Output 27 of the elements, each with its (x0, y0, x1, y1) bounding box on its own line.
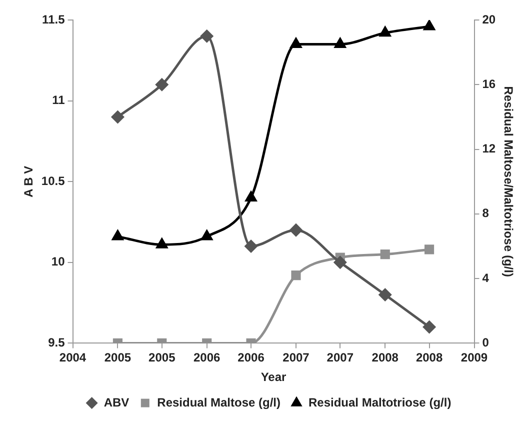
legend-label: ABV (104, 395, 130, 410)
y2-tick-label: 4 (482, 270, 490, 285)
y2-tick-label: 12 (482, 142, 496, 156)
y2-tick-label: 8 (482, 206, 490, 220)
y-tick-label: 10 (51, 254, 66, 269)
x-tick-label: 2004 (59, 350, 86, 365)
x-tick-label: 2009 (460, 350, 488, 365)
y-tick-label: 10.5 (41, 174, 66, 188)
x-tick-label: 2005 (104, 350, 132, 365)
x-tick-label: 2008 (372, 350, 399, 365)
x-axis-title: Year (260, 370, 287, 384)
x-tick-label: 2006 (238, 350, 265, 365)
x-tick-label: 2008 (416, 350, 443, 365)
x-tick-label: 2005 (148, 350, 176, 365)
y-tick-label: 11 (52, 93, 66, 108)
y2-tick-label: 0 (482, 336, 490, 350)
y-tick-label: 11.5 (42, 12, 66, 26)
x-tick-label: 2007 (326, 350, 354, 365)
y-axis-title: A B V (22, 166, 36, 198)
y2-tick-label: 16 (482, 76, 496, 91)
x-tick-label: 2007 (282, 350, 310, 365)
y2-axis-title: Residual Maltose/Maltotriose (g/l) (501, 86, 516, 277)
legend-label: Residual Maltose (g/l) (157, 395, 281, 410)
legend-label: Residual Maltotriose (g/l) (308, 395, 452, 410)
y2-tick-label: 20 (482, 12, 496, 26)
y-tick-label: 9.5 (48, 336, 66, 350)
x-tick-label: 2006 (194, 350, 221, 365)
